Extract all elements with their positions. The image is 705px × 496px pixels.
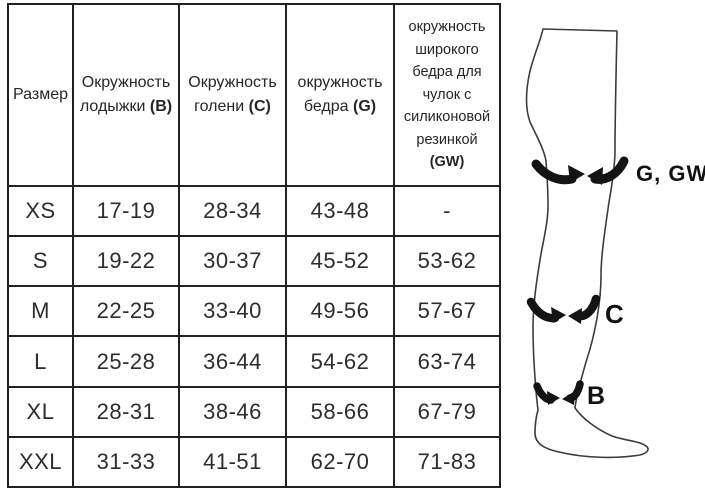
size-cell: XL xyxy=(7,385,74,438)
value-cell: 30-37 xyxy=(178,235,287,288)
col-header-calf: Окружность голени (C) xyxy=(178,3,287,187)
col-header-wide-thigh: окружность широкого бедра для чулок с си… xyxy=(393,3,501,187)
col-header-ankle-code: (B) xyxy=(149,98,173,115)
col-header-calf-code: (C) xyxy=(248,98,271,115)
ankle-measure-arrow xyxy=(533,380,584,405)
value-cell: 45-52 xyxy=(285,235,395,288)
col-header-calf-line2: голени xyxy=(194,98,245,115)
col-header-ankle: Окружность лодыжки (B) xyxy=(72,3,180,187)
table-row-xxl: XXL 31-33 41-51 62-70 71-83 xyxy=(7,435,501,489)
size-cell: XS xyxy=(7,184,74,238)
col-header-size: Размер xyxy=(7,3,74,187)
value-cell: 57-67 xyxy=(393,285,501,338)
size-cell: L xyxy=(7,335,74,388)
col-header-ankle-line2: лодыжки xyxy=(79,98,146,115)
value-cell: 62-70 xyxy=(285,435,395,489)
thigh-measure-arrow xyxy=(531,156,629,185)
col-header-ankle-line1: Окружность xyxy=(81,74,171,91)
value-cell: 19-22 xyxy=(72,235,180,288)
value-cell: 22-25 xyxy=(72,285,180,338)
value-cell: 33-40 xyxy=(178,285,287,338)
value-cell: 36-44 xyxy=(178,335,287,388)
value-cell: 63-74 xyxy=(393,335,501,388)
value-cell: 28-34 xyxy=(178,184,287,238)
table-row-xl: XL 28-31 38-46 58-66 67-79 xyxy=(7,385,501,438)
value-cell: 25-28 xyxy=(72,335,180,388)
calf-measure-arrow xyxy=(526,294,601,324)
col-header-thigh-line1: окружность xyxy=(297,74,383,91)
value-cell: 67-79 xyxy=(393,385,501,438)
value-cell: 71-83 xyxy=(393,435,501,489)
value-cell: 17-19 xyxy=(72,184,180,238)
size-table: Размер Окружность лодыжки (B) Окружность… xyxy=(7,3,501,489)
value-cell: 38-46 xyxy=(178,385,287,438)
value-cell: 41-51 xyxy=(178,435,287,489)
value-cell: 43-48 xyxy=(285,184,395,238)
table-header-row: Размер Окружность лодыжки (B) Окружность… xyxy=(7,3,501,187)
col-header-calf-line1: Окружность xyxy=(188,74,277,91)
table-row-s: S 19-22 30-37 45-52 53-62 xyxy=(7,235,501,288)
leg-outline xyxy=(525,28,649,459)
label-c: C xyxy=(605,299,624,329)
value-cell: 58-66 xyxy=(285,385,395,438)
col-header-thigh-line2: бедра xyxy=(303,98,349,115)
size-cell: M xyxy=(7,285,74,338)
value-cell: 53-62 xyxy=(393,235,501,288)
size-cell: XXL xyxy=(7,435,74,489)
table-row-l: L 25-28 36-44 54-62 63-74 xyxy=(7,335,501,388)
value-cell: - xyxy=(393,184,501,238)
label-b: B xyxy=(587,382,605,410)
label-g-gw: G, GW xyxy=(636,161,705,186)
leg-measurement-diagram: G, GW C B xyxy=(525,28,705,459)
value-cell: 28-31 xyxy=(72,385,180,438)
value-cell: 54-62 xyxy=(285,335,395,388)
table-row-m: M 22-25 33-40 49-56 57-67 xyxy=(7,285,501,338)
col-header-thigh: окружность бедра (G) xyxy=(285,3,395,187)
table-row-xs: XS 17-19 28-34 43-48 - xyxy=(7,184,501,238)
size-cell: S xyxy=(7,235,74,288)
col-header-thigh-code: (G) xyxy=(353,98,377,115)
value-cell: 31-33 xyxy=(72,435,180,489)
value-cell: 49-56 xyxy=(285,285,395,338)
col-header-wide-thigh-code: (GW) xyxy=(429,154,465,171)
